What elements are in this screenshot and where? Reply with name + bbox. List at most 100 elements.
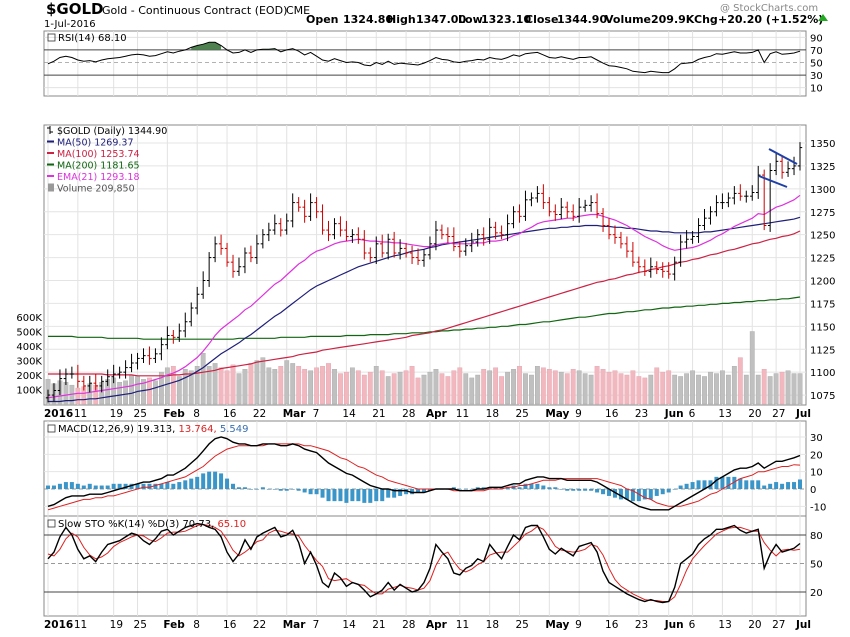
rsi-tick-label: 50 — [810, 59, 823, 70]
x-tick-label: 14 — [342, 619, 356, 631]
macd-hist-bar — [750, 480, 754, 489]
macd-hist-bar — [303, 489, 307, 492]
macd-hist-bar — [338, 489, 342, 501]
macd-hist-bar — [380, 489, 384, 501]
macd-hist-bar — [273, 489, 277, 490]
rsi-tick-label: 10 — [810, 84, 823, 95]
x-tick-label: 27 — [772, 408, 785, 420]
macd-hist-bar — [213, 472, 217, 489]
x-tick-label: 13 — [718, 408, 731, 420]
volume-bar — [631, 371, 635, 404]
macd-hist-bar — [285, 489, 289, 491]
volume-bar — [601, 369, 605, 404]
close-label: Close — [525, 13, 558, 26]
volume-bar — [476, 375, 480, 404]
macd-hist-bar — [100, 486, 104, 489]
volume-bar — [517, 366, 521, 404]
volume-bar — [672, 375, 676, 404]
x-tick-label: 27 — [772, 619, 785, 631]
volume-bar — [123, 381, 127, 404]
x-tick-label: 6 — [689, 408, 696, 420]
volume-bar — [798, 374, 802, 404]
sto-label: Slow STO %K(14) %D(3) 70.73, 65.10 — [48, 519, 246, 530]
macd-hist-bar — [344, 489, 348, 503]
volume-bar — [786, 371, 790, 404]
low-value: 1323.10 — [481, 13, 531, 26]
macd-tick-label: 20 — [810, 450, 823, 461]
macd-hist-bar — [219, 473, 223, 489]
volume-bar — [434, 369, 438, 404]
volume-bar — [398, 372, 402, 404]
low-label: Low — [458, 13, 483, 26]
chg-value: +20.20 (+1.52%) — [718, 13, 823, 26]
macd-hist-bar — [798, 479, 802, 489]
volume-bar — [368, 372, 372, 404]
x-tick-label: 23 — [635, 408, 648, 420]
volume-bar — [768, 376, 772, 404]
volume-bar — [565, 374, 569, 404]
x-tick-label: 25 — [515, 619, 528, 631]
rsi-label-text: RSI(14) 68.10 — [58, 33, 127, 44]
volume-bar — [714, 374, 718, 404]
volume-tick-label: 600K — [16, 313, 42, 324]
macd-hist-bar — [589, 489, 593, 491]
macd-hist-bar — [267, 489, 271, 490]
macd-hist-bar — [94, 486, 98, 489]
macd-hist-bar — [291, 489, 295, 490]
volume-bar — [607, 372, 611, 404]
x-tick-label: 14 — [342, 408, 356, 420]
open-label: Open — [306, 13, 339, 26]
macd-hist-bar — [744, 480, 748, 489]
macd-hist-bar — [58, 484, 62, 489]
volume-bar — [201, 353, 205, 404]
macd-hist-bar — [559, 489, 563, 490]
macd-hist-bar — [762, 486, 766, 489]
price-tick-label: 1125 — [810, 345, 835, 356]
legend-item: MA(200) 1181.65 — [57, 161, 140, 172]
volume-bar — [738, 358, 742, 404]
x-tick-label: 11 — [456, 408, 469, 420]
volume-bar — [547, 369, 551, 404]
macd-value-2: 13.764, — [179, 424, 217, 435]
macd-hist-bar — [386, 489, 390, 498]
price-tick-label: 1200 — [810, 277, 835, 288]
volume-tick-label: 300K — [16, 357, 42, 368]
macd-hist-bar — [595, 489, 599, 492]
macd-hist-bar — [350, 489, 354, 501]
volume-bar — [255, 361, 259, 405]
macd-hist-bar — [225, 479, 229, 489]
x-tick-label: 13 — [718, 619, 731, 631]
volume-tick-label: 400K — [16, 342, 42, 353]
macd-hist-bar — [470, 489, 474, 490]
volume-bar — [690, 371, 694, 404]
x-tick-label: Jun — [664, 619, 684, 631]
x-tick-label: 8 — [193, 408, 200, 420]
volume-bar — [428, 372, 432, 404]
volume-bar — [535, 366, 539, 404]
chart-name: Gold - Continuous Contract (EOD) — [102, 4, 287, 17]
macd-hist-bar — [679, 486, 683, 489]
macd-hist-bar — [76, 484, 80, 489]
volume-bar — [446, 376, 450, 404]
macd-hist-bar — [243, 487, 247, 489]
x-tick-label: 20 — [748, 408, 761, 420]
x-tick-label: 16 — [605, 619, 619, 631]
volume-bar — [380, 371, 384, 404]
price-tick-label: 1175 — [810, 299, 835, 310]
x-tick-label: 18 — [486, 408, 499, 420]
volume-bar — [344, 372, 348, 404]
volume-bar — [261, 358, 265, 404]
volume-bar — [374, 366, 378, 404]
macd-hist-bar — [207, 472, 211, 489]
macd-hist-bar — [64, 482, 68, 489]
volume-bar — [577, 371, 581, 404]
volume-bar — [356, 371, 360, 404]
chg-label: Chg — [694, 13, 718, 26]
macd-hist-bar — [297, 489, 301, 491]
macd-hist-bar — [189, 479, 193, 489]
macd-hist-bar — [792, 482, 796, 489]
macd-tick-label: -10 — [810, 502, 826, 513]
volume-bar — [422, 375, 426, 404]
